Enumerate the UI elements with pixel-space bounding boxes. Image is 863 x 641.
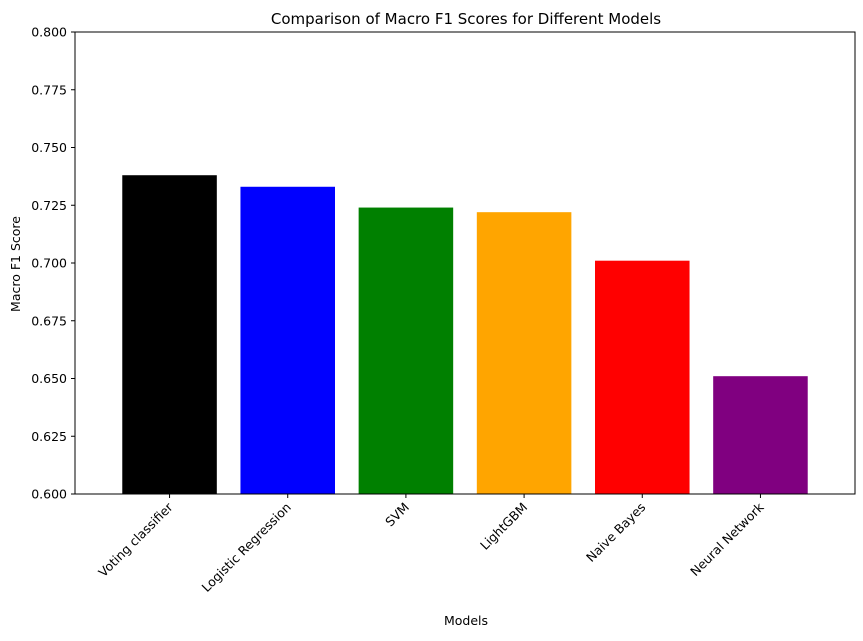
x-tick-label: Neural Network (687, 499, 767, 579)
x-tick-label: LightGBM (477, 500, 530, 553)
bar-naive-bayes (595, 260, 690, 494)
y-tick-label: 0.600 (31, 487, 67, 502)
x-tick-label: Voting classifier (95, 499, 176, 580)
y-axis-ticks: 0.600 0.625 0.650 0.675 0.700 0.725 0.750 0.775… (31, 25, 75, 502)
bar-svm (358, 207, 454, 494)
y-tick-label: 0.750 (31, 140, 67, 155)
x-tick-label: Naive Bayes (583, 500, 648, 565)
x-tick-label: SVM (382, 500, 412, 530)
y-tick-label: 0.650 (31, 371, 67, 386)
y-axis-label: Macro F1 Score (8, 216, 23, 312)
y-tick-label: 0.800 (31, 25, 67, 40)
bar-lightgbm (476, 212, 572, 494)
bar-voting-classifier (122, 175, 217, 494)
plot-frame (74, 31, 856, 495)
y-tick-label: 0.775 (31, 82, 67, 97)
bar-logistic-regression (240, 186, 335, 494)
bar-neural-network (713, 376, 808, 494)
y-tick-label: 0.675 (31, 313, 67, 328)
x-tick-label: Logistic Regression (198, 500, 293, 595)
x-axis-ticks: Voting classifier Logistic Regression SVM L… (95, 494, 767, 595)
y-tick-label: 0.625 (31, 429, 67, 444)
bars-layer (122, 175, 808, 494)
x-axis-label: Models (444, 613, 488, 628)
y-tick-label: 0.700 (31, 256, 67, 271)
y-tick-label: 0.725 (31, 198, 67, 213)
chart-title: Comparison of Macro F1 Scores for Differ… (271, 10, 661, 28)
